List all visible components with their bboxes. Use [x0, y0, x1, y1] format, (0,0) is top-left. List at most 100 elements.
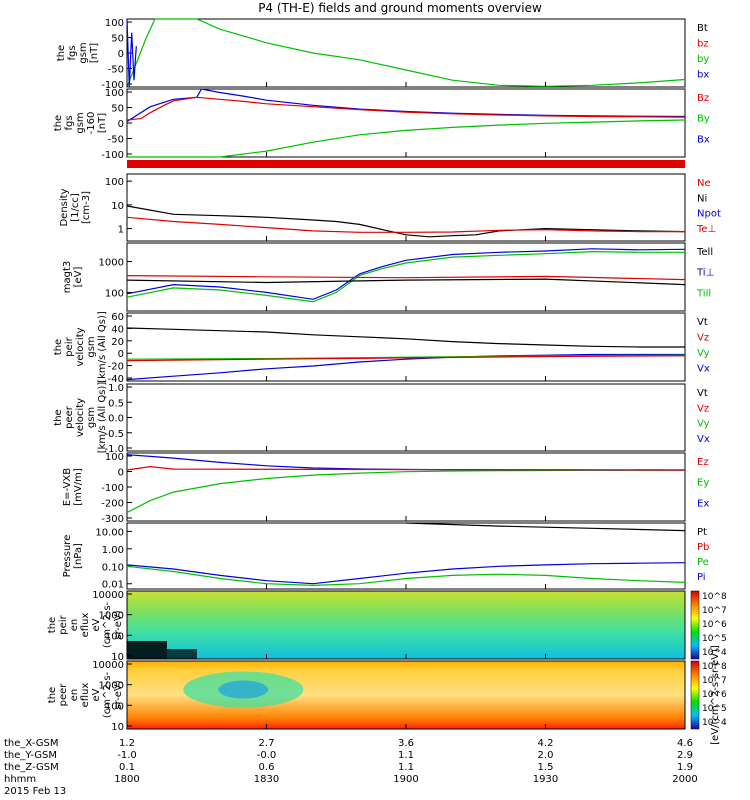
- series-Pi: [126, 562, 686, 585]
- legend-Bz: Bz: [697, 93, 709, 104]
- x-axis-row-value: 2.9: [677, 750, 693, 761]
- colorbar-tick-label: 10^8: [702, 662, 727, 672]
- series-Vx: [126, 353, 685, 381]
- series-Vt: [126, 327, 685, 348]
- y-tick-label: 50: [111, 34, 124, 45]
- y-axis-label: the: [53, 339, 64, 355]
- legend-Ti⊥: Ti⊥: [696, 268, 714, 279]
- y-tick-label: 10: [111, 201, 124, 212]
- separator-bar: [127, 160, 685, 168]
- y-axis-label: eV: [91, 618, 102, 631]
- x-axis-row-value: 1.9: [677, 762, 693, 773]
- legend-bz: bz: [697, 39, 709, 50]
- y-tick-label: -1.0: [104, 444, 124, 455]
- x-axis-row-value: 0.1: [119, 762, 135, 773]
- y-tick-label: 60: [111, 312, 124, 323]
- spectrogram-lowcount: [127, 641, 167, 659]
- y-axis-label: fgs: [64, 115, 75, 130]
- x-axis-row-value: 1800: [114, 774, 139, 785]
- y-tick-label: 0: [118, 468, 124, 479]
- legend-Vx: Vx: [697, 434, 710, 445]
- colorbar-tick-label: 10^4: [702, 648, 727, 658]
- y-tick-label: 10: [111, 652, 124, 663]
- y-axis-label: [km/s (All Qs)]: [97, 382, 108, 454]
- y-tick-label: 0: [118, 349, 124, 360]
- legend-Vz: Vz: [697, 403, 709, 414]
- y-tick-label: 100: [105, 452, 124, 463]
- series-By: [127, 119, 686, 158]
- y-tick-label: -20: [108, 362, 124, 373]
- y-axis-label: [mV/m]: [73, 468, 84, 506]
- series-by: [126, 18, 686, 88]
- y-axis-label: eV: [91, 688, 102, 701]
- legend-Pt: Pt: [697, 527, 707, 538]
- legend-Vx: Vx: [697, 364, 710, 375]
- y-tick-label: 100: [105, 631, 124, 642]
- y-axis-label: E=-VXB: [62, 468, 73, 506]
- legend-Pe: Pe: [697, 557, 709, 568]
- legend-Vy: Vy: [697, 348, 710, 359]
- x-axis-row-value: -0.0: [257, 750, 277, 761]
- x-axis-row-value: 0.6: [259, 762, 275, 773]
- y-tick-label: 1000: [99, 611, 124, 622]
- series-Ex: [126, 454, 685, 471]
- colorbar-tick-label: 10^7: [702, 606, 727, 616]
- y-axis-label: sr-eV): [113, 680, 124, 709]
- legend-Ne: Ne: [697, 178, 711, 189]
- x-axis-row-label: the_Z-GSM: [4, 762, 59, 773]
- y-tick-label: 10: [111, 722, 124, 733]
- colorbar-tick-label: 10^7: [702, 676, 727, 686]
- y-axis-label: en: [69, 689, 80, 702]
- legend-Ey: Ey: [697, 478, 709, 489]
- legend-bx: bx: [697, 70, 709, 81]
- y-axis-label: [eV]: [73, 267, 84, 288]
- legend-Ez: Ez: [697, 457, 709, 468]
- y-axis-label: sr-eV): [113, 610, 124, 639]
- series-Vy: [126, 354, 686, 360]
- series-Te⊥: [126, 275, 686, 281]
- y-axis-label: the: [47, 687, 58, 703]
- panel-frame: [126, 18, 686, 88]
- y-axis-label: magt3: [62, 261, 73, 294]
- y-tick-label: 100: [105, 701, 124, 712]
- panel-temp: 1000 100 magt3 [eV] Tell Ti⊥ Till: [62, 242, 714, 312]
- x-axis-row-label: hhmm: [4, 774, 36, 785]
- colorbar: [690, 590, 700, 660]
- x-axis-row-value: 2.7: [259, 738, 275, 749]
- spectrogram-area: [127, 591, 685, 659]
- y-tick-label: 0.0: [108, 414, 124, 425]
- y-axis-label: peir: [58, 614, 69, 634]
- y-axis-label: eflux: [80, 613, 91, 638]
- legend-by: by: [697, 54, 709, 65]
- y-tick-label: 10000: [92, 590, 124, 601]
- legend-Vt: Vt: [697, 317, 708, 328]
- series-Pt: [405, 522, 686, 532]
- colorbar-tick-label: 10^4: [702, 718, 727, 728]
- series-Till: [126, 250, 685, 303]
- colorbar-tick-label: 10^5: [702, 704, 727, 714]
- x-axis-row-value: 2000: [672, 774, 697, 785]
- y-axis-label: [km/s (All Qs)]: [97, 311, 108, 383]
- panel-density: 100 10 1 Density [1/cc] [cm-3] Ne Ni Npot Te⊥: [59, 173, 721, 242]
- x-axis-row-value: 1.1: [398, 750, 414, 761]
- series-Ti⊥: [126, 248, 686, 300]
- y-tick-label: -0.5: [104, 429, 124, 440]
- legend-Ex: Ex: [697, 498, 709, 509]
- y-tick-label: 40: [111, 324, 124, 335]
- panel-frame: [126, 88, 686, 158]
- series-Ey: [126, 469, 686, 514]
- panel-frame: [126, 452, 686, 522]
- x-axis-row-value: 2.0: [538, 750, 554, 761]
- y-tick-label: 100: [105, 288, 124, 299]
- y-axis-label: en: [69, 619, 80, 632]
- x-axis-row-value: 1900: [393, 774, 418, 785]
- y-tick-label: 0.01: [102, 580, 124, 591]
- y-tick-label: -100: [101, 483, 124, 494]
- y-tick-label: -100: [101, 80, 124, 91]
- y-tick-label: 50: [111, 104, 124, 115]
- panel-pressure: 10.00 1.00 0.10 0.01 Pressure [nPa] Pt Pb Pe Pi: [62, 522, 709, 591]
- y-axis-label: -160: [86, 112, 97, 135]
- legend-Vt: Vt: [697, 388, 708, 399]
- y-tick-label: 1: [118, 225, 124, 236]
